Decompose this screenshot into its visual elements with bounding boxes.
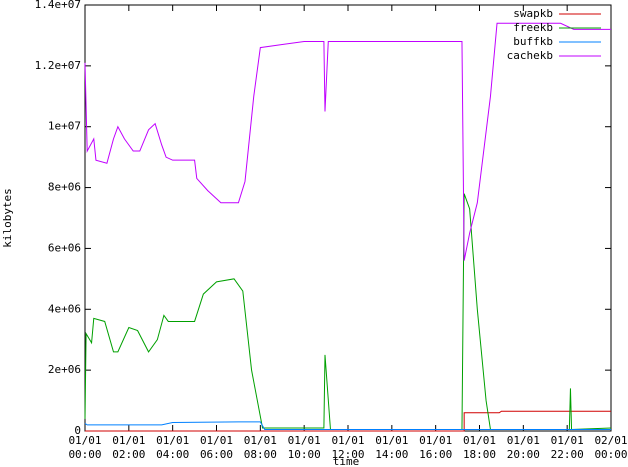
- x-tick-label: 01/01 14:00: [375, 434, 408, 461]
- series-line: [84, 421, 611, 430]
- x-tick-label: 01/01 12:00: [331, 434, 364, 461]
- series-line: [84, 193, 612, 430]
- legend-label: swapkb: [513, 7, 553, 20]
- y-tick-label: 4e+06: [48, 302, 81, 315]
- x-tick-label: 01/01 22:00: [551, 434, 584, 461]
- x-tick-label: 01/01 08:00: [244, 434, 277, 461]
- y-tick-label: 1.4e+07: [35, 0, 81, 11]
- x-tick-label: 02/01 00:00: [594, 434, 627, 461]
- x-tick-label: 01/01 02:00: [112, 434, 145, 461]
- x-tick-label: 01/01 04:00: [156, 434, 189, 461]
- y-tick-label: 6e+06: [48, 241, 81, 254]
- x-tick-label: 01/01 00:00: [68, 434, 101, 461]
- y-axis-label: kilobytes: [1, 188, 14, 248]
- y-tick-label: 2e+06: [48, 363, 81, 376]
- x-tick-label: 01/01 10:00: [288, 434, 321, 461]
- x-tick-label: 01/01 16:00: [419, 434, 452, 461]
- y-tick-label: 1.2e+07: [35, 59, 81, 72]
- y-tick-label: 8e+06: [48, 181, 81, 194]
- x-tick-label: 01/01 20:00: [507, 434, 540, 461]
- y-tick-label: 1e+07: [48, 120, 81, 133]
- series-line: [84, 22, 611, 261]
- x-axis-label: time: [333, 455, 360, 467]
- x-tick-label: 01/01 18:00: [463, 434, 496, 461]
- legend-label: buffkb: [513, 35, 553, 48]
- legend-label: freekb: [513, 21, 553, 34]
- plot-border: [84, 4, 612, 432]
- series-line: [85, 410, 611, 432]
- x-tick-label: 01/01 06:00: [200, 434, 233, 461]
- y-tick-label: 0: [74, 424, 81, 437]
- legend-label: cachekb: [507, 49, 553, 62]
